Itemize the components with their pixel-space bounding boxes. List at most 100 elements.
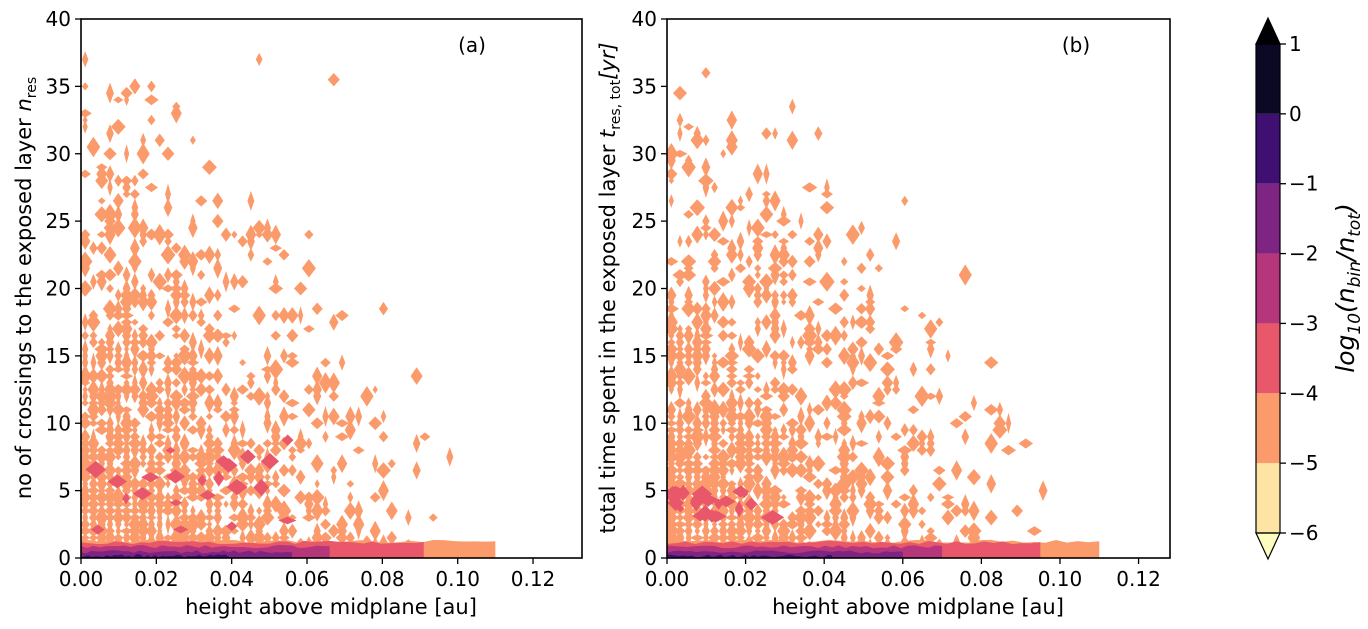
contour-cell xyxy=(776,381,791,398)
contour-cell xyxy=(789,98,796,115)
contour-cell xyxy=(674,378,686,387)
contour-cell xyxy=(750,348,765,364)
contour-cell xyxy=(667,426,679,434)
contour-cell xyxy=(106,124,114,143)
contour-cell xyxy=(716,495,736,508)
contour-cell xyxy=(264,406,271,427)
contour-cell xyxy=(120,86,133,100)
contour-cell xyxy=(105,479,115,489)
contour-cell xyxy=(900,446,910,467)
contour-cell xyxy=(698,173,714,188)
contour-cell xyxy=(410,367,423,385)
contour-cell xyxy=(845,224,860,245)
contour-cell xyxy=(278,463,290,477)
contour-cell xyxy=(813,226,824,243)
contour-cell xyxy=(797,406,805,427)
contour-cell xyxy=(675,473,685,482)
contour-cell xyxy=(212,213,224,229)
contour-cell xyxy=(205,430,214,444)
contour-cell xyxy=(178,462,191,479)
y-tick-label: 30 xyxy=(632,142,657,166)
contour-cell xyxy=(847,341,859,357)
x-tick-label: 0.02 xyxy=(723,567,768,591)
contour-cell xyxy=(940,498,956,510)
contour-cell xyxy=(711,352,718,360)
contour-cell xyxy=(932,465,946,476)
contour-cell xyxy=(137,324,149,334)
contour-cell xyxy=(128,476,142,491)
colorbar-segment xyxy=(1256,44,1280,114)
contour-cell xyxy=(120,381,133,398)
contour-cell xyxy=(171,332,181,340)
contour-cell xyxy=(105,165,115,183)
contour-cell xyxy=(137,168,149,180)
contour-cell xyxy=(127,513,142,522)
contour-cell xyxy=(737,392,744,414)
contour-cell xyxy=(188,365,197,374)
contour-cell xyxy=(169,499,183,506)
contour-cell xyxy=(195,508,207,527)
contour-cell xyxy=(856,262,867,274)
contour-cell xyxy=(89,336,98,348)
contour-cell xyxy=(194,249,208,261)
contour-cell xyxy=(828,380,843,399)
contour-cell xyxy=(114,422,123,438)
contour-cell xyxy=(701,388,711,404)
contour-cell xyxy=(750,532,766,544)
contour-cell xyxy=(188,308,198,322)
contour-cell xyxy=(673,360,687,379)
contour-cell xyxy=(780,205,787,224)
contour-cell xyxy=(882,480,893,501)
contour-cell xyxy=(81,411,91,422)
contour-cell xyxy=(815,320,822,338)
contour-cell xyxy=(102,203,118,226)
contour-cell xyxy=(823,509,831,527)
contour-cell xyxy=(734,500,744,518)
contour-cell xyxy=(798,212,804,231)
contour-cell xyxy=(132,487,153,501)
contour-cell xyxy=(676,431,684,443)
contour-cell xyxy=(119,507,134,515)
contour-cell xyxy=(147,80,156,93)
contour-cell xyxy=(97,504,106,518)
contour-cell xyxy=(673,437,686,450)
contour-cell xyxy=(684,154,693,167)
contour-cell xyxy=(261,480,274,488)
contour-cell xyxy=(155,377,165,388)
contour-cell xyxy=(213,309,223,322)
contour-cell xyxy=(244,463,258,478)
contour-cell xyxy=(753,282,762,295)
contour-cell xyxy=(771,230,779,240)
contour-cell xyxy=(360,386,374,407)
contour-cell xyxy=(81,313,89,332)
contour-cell xyxy=(222,421,230,439)
contour-cell xyxy=(203,384,215,395)
contour-cell xyxy=(188,346,198,366)
contour-cell xyxy=(874,264,883,273)
contour-cell xyxy=(744,447,754,467)
contour-cell xyxy=(130,237,140,259)
contour-cell xyxy=(256,506,263,516)
contour-cell xyxy=(94,368,109,384)
contour-cell xyxy=(846,501,860,521)
contour-cell xyxy=(161,426,175,434)
contour-cell xyxy=(122,408,131,425)
contour-cell xyxy=(131,174,139,187)
contour-cell xyxy=(672,477,688,491)
contour-cell xyxy=(187,452,199,462)
contour-cell xyxy=(81,109,92,118)
contour-cell xyxy=(780,423,788,437)
contour-cell xyxy=(111,443,126,457)
contour-cell xyxy=(153,459,166,468)
contour-cell xyxy=(676,112,684,128)
contour-cell xyxy=(172,273,180,291)
contour-cell xyxy=(81,169,91,179)
contour-cell xyxy=(941,493,955,501)
y-tick-label: 10 xyxy=(46,411,71,435)
contour-cell xyxy=(770,426,780,448)
contour-cell xyxy=(320,518,331,530)
contour-cell xyxy=(86,451,101,463)
contour-cell xyxy=(761,190,771,198)
contour-cell xyxy=(104,485,116,496)
colorbar-segment xyxy=(1256,463,1280,533)
